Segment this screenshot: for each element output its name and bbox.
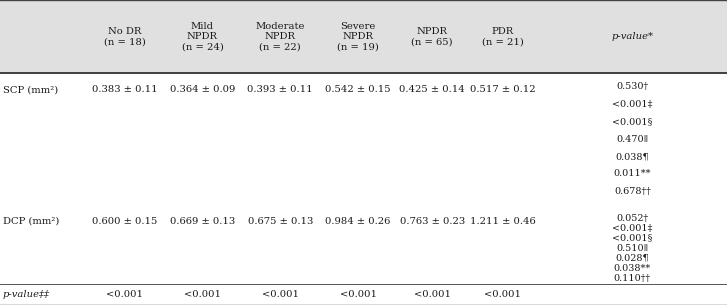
Bar [319,73,397,204]
Text: 0.763 ± 0.23: 0.763 ± 0.23 [400,217,465,226]
Text: <0.001: <0.001 [106,290,143,299]
Bar [0,284,86,305]
Text: NPDR
(n = 65): NPDR (n = 65) [411,27,453,46]
Text: p-value‡‡: p-value‡‡ [3,290,50,299]
Bar [164,73,241,204]
Text: <0.001‡: <0.001‡ [612,224,653,232]
Text: PDR
(n = 21): PDR (n = 21) [482,27,523,46]
Bar [164,204,241,284]
Text: No DR
(n = 18): No DR (n = 18) [104,27,145,46]
Text: <0.001: <0.001 [262,290,299,299]
Text: 0.038**: 0.038** [614,264,651,273]
Bar [538,204,727,284]
Text: 0.393 ± 0.11: 0.393 ± 0.11 [247,85,313,95]
Text: 0.028¶: 0.028¶ [616,253,649,263]
Bar [241,73,319,204]
Bar [397,204,467,284]
Text: <0.001: <0.001 [484,290,521,299]
Text: 0.510ǁ: 0.510ǁ [616,244,648,253]
Text: 0.517 ± 0.12: 0.517 ± 0.12 [470,85,536,95]
Bar [164,284,241,305]
Bar [467,0,538,73]
Text: p-value*: p-value* [611,32,654,41]
Text: 0.470ǁ: 0.470ǁ [616,135,648,144]
Bar [538,73,727,204]
Bar [538,0,727,73]
Bar [538,284,727,305]
Text: 0.600 ± 0.15: 0.600 ± 0.15 [92,217,157,226]
Text: 0.542 ± 0.15: 0.542 ± 0.15 [325,85,391,95]
Bar [0,0,86,73]
Text: 0.675 ± 0.13: 0.675 ± 0.13 [248,217,313,226]
Text: Moderate
NPDR
(n = 22): Moderate NPDR (n = 22) [255,22,305,52]
Bar [0,204,86,284]
Text: Mild
NPDR
(n = 24): Mild NPDR (n = 24) [182,22,223,52]
Text: <0.001§: <0.001§ [612,117,653,126]
Text: 0.110††: 0.110†† [614,274,651,283]
Bar [86,204,164,284]
Bar [86,284,164,305]
Text: 0.678††: 0.678†† [614,187,651,196]
Text: 0.364 ± 0.09: 0.364 ± 0.09 [170,85,235,95]
Text: 0.984 ± 0.26: 0.984 ± 0.26 [326,217,390,226]
Bar [397,284,467,305]
Text: 0.383 ± 0.11: 0.383 ± 0.11 [92,85,158,95]
Text: 1.211 ± 0.46: 1.211 ± 0.46 [470,217,536,226]
Text: <0.001‡: <0.001‡ [612,100,653,109]
Text: <0.001: <0.001 [414,290,451,299]
Bar [467,73,538,204]
Text: 0.052†: 0.052† [616,214,648,223]
Bar [241,204,319,284]
Bar [397,73,467,204]
Text: 0.038¶: 0.038¶ [616,152,649,161]
Text: 0.425 ± 0.14: 0.425 ± 0.14 [399,85,465,95]
Text: <0.001§: <0.001§ [612,234,653,242]
Bar [86,73,164,204]
Text: Severe
NPDR
(n = 19): Severe NPDR (n = 19) [337,22,379,52]
Bar [241,0,319,73]
Text: 0.011**: 0.011** [614,170,651,178]
Bar [467,204,538,284]
Bar [319,284,397,305]
Bar [397,0,467,73]
Bar [0,73,86,204]
Bar [467,284,538,305]
Text: 0.530†: 0.530† [616,82,648,92]
Text: DCP (mm²): DCP (mm²) [3,217,60,226]
Bar [164,0,241,73]
Text: <0.001: <0.001 [184,290,221,299]
Bar [319,0,397,73]
Text: 0.669 ± 0.13: 0.669 ± 0.13 [170,217,235,226]
Text: <0.001: <0.001 [340,290,377,299]
Bar [86,0,164,73]
Text: SCP (mm²): SCP (mm²) [3,85,58,95]
Bar [241,284,319,305]
Bar [319,204,397,284]
